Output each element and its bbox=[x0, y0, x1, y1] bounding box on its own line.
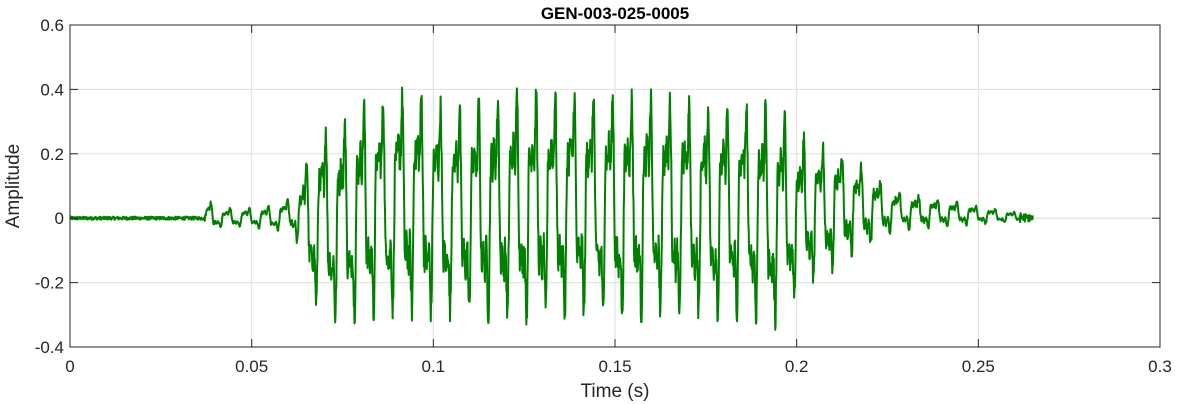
y-tick-label: 0.2 bbox=[40, 145, 64, 164]
waveform-line bbox=[69, 86, 1034, 331]
x-tick-label: 0.25 bbox=[962, 357, 995, 376]
y-tick-label: 0.4 bbox=[40, 80, 64, 99]
y-axis-label: Amplitude bbox=[3, 144, 24, 229]
x-axis-label: Time (s) bbox=[581, 381, 650, 402]
x-axis-ticks: 0 0.05 0.1 0.15 0.2 0.25 0.3 bbox=[65, 25, 1172, 376]
x-tick-label: 0.2 bbox=[785, 357, 809, 376]
x-tick-label: 0 bbox=[65, 357, 74, 376]
y-tick-label: 0 bbox=[55, 209, 64, 228]
y-tick-label: -0.4 bbox=[35, 338, 64, 357]
chart-title: GEN-003-025-0005 bbox=[541, 4, 689, 23]
x-tick-label: 0.1 bbox=[422, 357, 446, 376]
y-tick-label: -0.2 bbox=[35, 274, 64, 293]
x-tick-label: 0.15 bbox=[598, 357, 631, 376]
x-tick-label: 0.05 bbox=[235, 357, 268, 376]
x-tick-label: 0.3 bbox=[1148, 357, 1172, 376]
y-tick-label: 0.6 bbox=[40, 16, 64, 35]
y-axis-ticks: -0.4 -0.2 0 0.2 0.4 0.6 bbox=[35, 16, 1160, 357]
